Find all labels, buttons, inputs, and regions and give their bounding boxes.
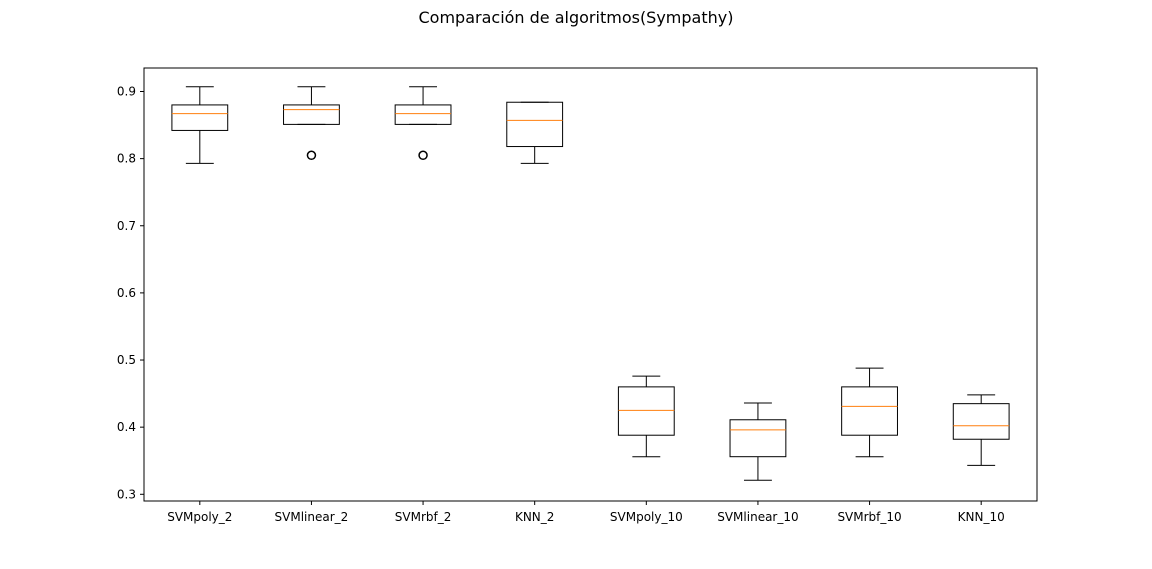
x-tick-label: KNN_10 bbox=[958, 510, 1005, 524]
box-body bbox=[617, 386, 675, 436]
y-tick-label: 0.3 bbox=[117, 487, 136, 501]
x-tick-label: SVMpoly_2 bbox=[167, 510, 232, 524]
y-tick-label: 0.5 bbox=[117, 353, 136, 367]
x-tick-label: SVMlinear_10 bbox=[717, 510, 798, 524]
box-SVMpoly_2 bbox=[171, 86, 229, 164]
y-tick-label: 0.4 bbox=[117, 420, 136, 434]
y-tick-label: 0.8 bbox=[117, 152, 136, 166]
x-tick-label: SVMlinear_2 bbox=[275, 510, 349, 524]
plot-frame bbox=[143, 67, 1038, 502]
y-tick-label: 0.9 bbox=[117, 84, 136, 98]
x-tick-label: SVMrbf_10 bbox=[837, 510, 901, 524]
box-KNN_10 bbox=[952, 394, 1010, 466]
chart-title: Comparación de algoritmos(Sympathy) bbox=[418, 8, 734, 27]
x-tick-label: KNN_2 bbox=[515, 510, 554, 524]
box-SVMrbf_2 bbox=[394, 86, 452, 161]
box-body bbox=[283, 104, 340, 125]
box-body bbox=[841, 386, 898, 436]
box-SVMpoly_10 bbox=[617, 375, 675, 458]
box-body bbox=[952, 403, 1010, 440]
ticks-layer: 0.3 0.4 0.5 0.6 0.7 0.8 0.9 SVMpoly_2 SVMlinear_… bbox=[117, 84, 1005, 524]
y-tick-label: 0.6 bbox=[117, 286, 136, 300]
box-body bbox=[171, 104, 229, 131]
box-body bbox=[506, 101, 564, 148]
box-SVMlinear_2 bbox=[283, 86, 340, 161]
boxes-layer bbox=[171, 86, 1010, 481]
y-tick-label: 0.7 bbox=[117, 219, 136, 233]
box-body bbox=[394, 104, 452, 125]
outlier-point bbox=[418, 150, 428, 161]
box-body bbox=[729, 419, 787, 458]
box-SVMlinear_10 bbox=[729, 402, 787, 481]
x-tick-label: SVMrbf_2 bbox=[395, 510, 452, 524]
box-KNN_2 bbox=[506, 101, 564, 164]
axes-layer bbox=[143, 67, 1038, 502]
box-SVMrbf_10 bbox=[841, 367, 898, 458]
outlier-point bbox=[306, 150, 317, 161]
x-tick-label: SVMpoly_10 bbox=[610, 510, 683, 524]
